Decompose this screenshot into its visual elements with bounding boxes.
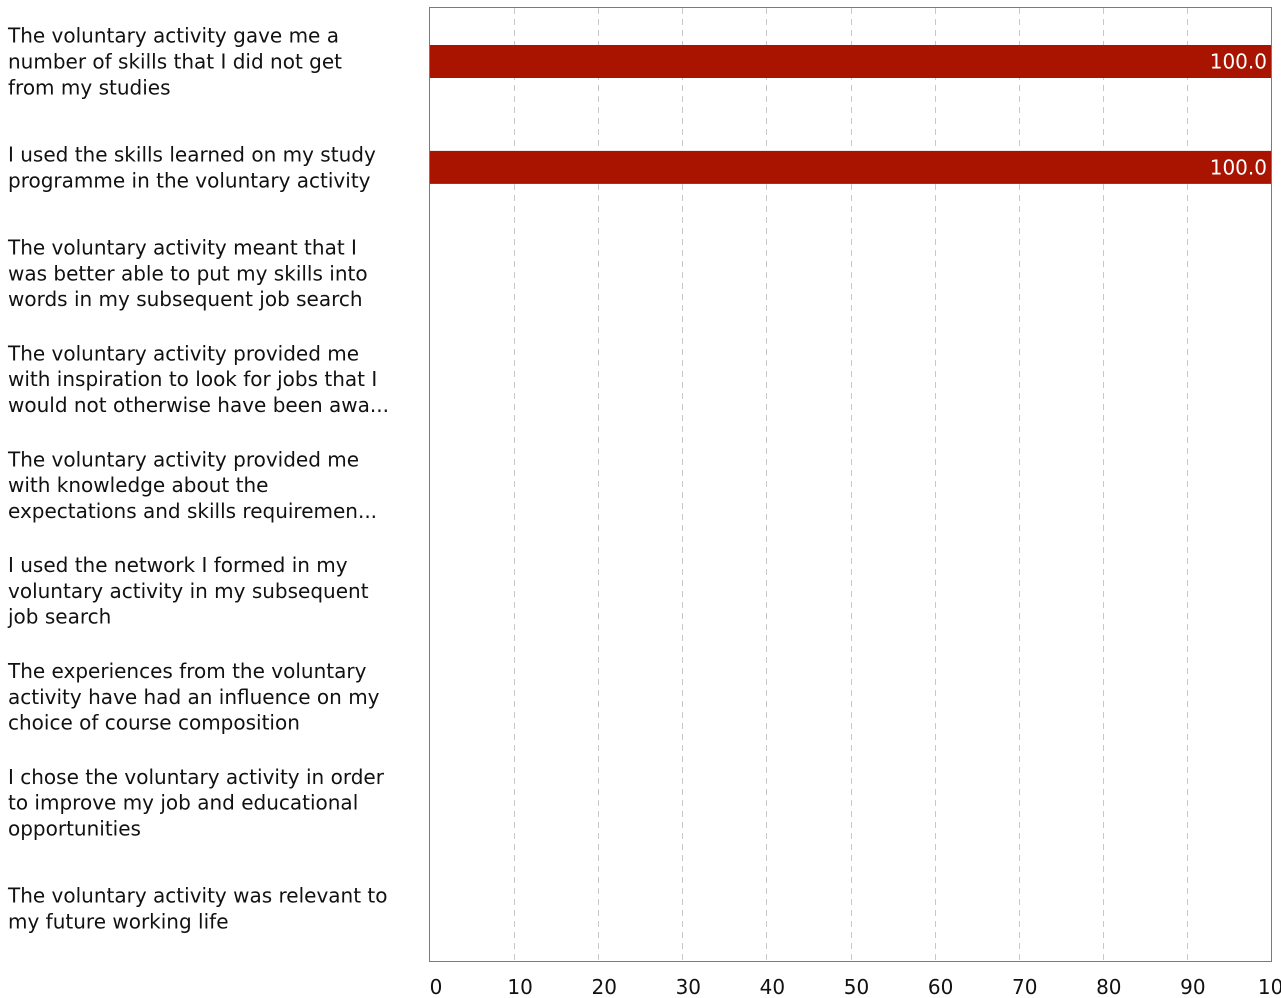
category-label: I chose the voluntary activity in order t… [8, 765, 385, 841]
category-label-line: choice of course composition [8, 711, 300, 735]
category-label-line: number of skills that I did not get [8, 50, 342, 74]
category-label-line: The voluntary activity provided me [7, 447, 359, 471]
category-label-line: programme in the voluntary activity [8, 168, 371, 192]
category-label-line: The voluntary activity was relevant to [7, 884, 388, 908]
x-tick-label: 0 [430, 975, 443, 998]
plot-frame [429, 7, 1272, 962]
x-tick-label: 30 [676, 975, 701, 998]
bar-value-label: 100.0 [1210, 50, 1267, 74]
category-label: The voluntary activity provided me with i… [7, 341, 389, 417]
category-label: The voluntary activity provided me with k… [7, 447, 377, 523]
category-label-line: voluntary activity in my subsequent [8, 579, 369, 603]
category-label-line: words in my subsequent job search [8, 287, 363, 311]
category-label-line: with knowledge about the [8, 473, 268, 497]
category-label-line: activity have had an influence on my [8, 685, 380, 709]
x-axis-ticks: 0 10 20 30 40 50 60 70 80 90 100 [430, 975, 1281, 998]
category-label-line: opportunities [8, 817, 141, 841]
category-label-line: The voluntary activity provided me [7, 341, 359, 365]
category-label-line: I used the network I formed in my [8, 553, 348, 577]
category-label-line: would not otherwise have been awa... [8, 393, 389, 417]
category-label-line: job search [7, 605, 111, 629]
category-label-line: with inspiration to look for jobs that I [8, 367, 377, 391]
category-labels: The voluntary activity gave me a number o… [7, 24, 389, 934]
bar-value-label: 100.0 [1210, 155, 1267, 179]
x-tick-label: 100 [1258, 975, 1281, 998]
x-tick-label: 50 [844, 975, 869, 998]
category-label: The experiences from the voluntary activi… [7, 659, 380, 735]
category-label: The voluntary activity gave me a number o… [7, 24, 342, 100]
x-tick-label: 40 [760, 975, 785, 998]
category-label-line: The voluntary activity meant that I [7, 235, 357, 259]
x-tick-label: 20 [591, 975, 616, 998]
category-label-line: my future working life [8, 910, 229, 934]
category-label-line: I chose the voluntary activity in order [8, 765, 385, 789]
category-label: The voluntary activity was relevant to my… [7, 884, 388, 934]
x-tick-label: 90 [1180, 975, 1205, 998]
x-tick-label: 10 [507, 975, 532, 998]
bars: 100.0 100.0 [430, 45, 1271, 184]
category-label-line: to improve my job and educational [8, 791, 358, 815]
category-label-line: expectations and skills requiremen... [8, 499, 377, 523]
category-label-line: was better able to put my skills into [8, 261, 368, 285]
category-label-line: The voluntary activity gave me a [7, 24, 339, 48]
category-label-line: I used the skills learned on my study [8, 142, 376, 166]
category-label: I used the network I formed in my volunta… [7, 553, 369, 629]
x-tick-label: 60 [928, 975, 953, 998]
category-label-line: The experiences from the voluntary [7, 659, 367, 683]
category-label-line: from my studies [8, 75, 171, 99]
bar [430, 45, 1271, 78]
x-tick-label: 80 [1096, 975, 1121, 998]
bar [430, 150, 1271, 184]
x-tick-label: 70 [1012, 975, 1037, 998]
category-label: I used the skills learned on my study pro… [8, 142, 376, 192]
